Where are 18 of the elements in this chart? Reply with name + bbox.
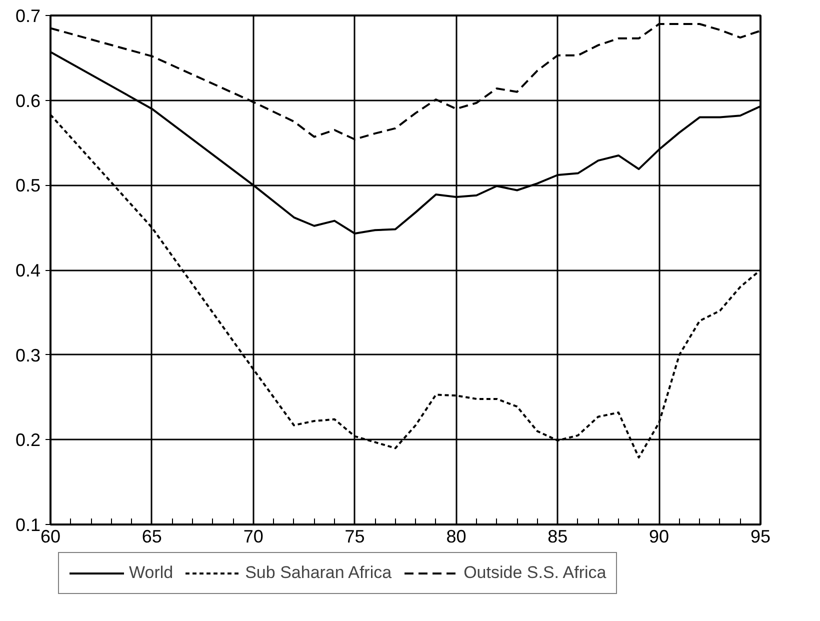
y-tick-label: 0.3	[15, 345, 41, 366]
x-tick-label: 60	[40, 526, 61, 546]
y-tick-label: 0.1	[15, 515, 41, 535]
x-tick-label: 65	[142, 526, 162, 546]
x-tick-label: 80	[446, 526, 466, 546]
x-tick-label: 70	[243, 526, 264, 546]
y-tick-label: 0.6	[15, 90, 41, 111]
legend-label: Outside S.S. Africa	[464, 562, 606, 582]
y-tick-label: 0.7	[15, 6, 41, 26]
x-tick-label: 90	[649, 526, 670, 546]
y-tick-label: 0.5	[15, 176, 41, 196]
y-tick-label: 0.4	[15, 260, 41, 280]
y-tick-label: 0.2	[15, 430, 41, 450]
x-tick-label: 95	[750, 526, 771, 546]
x-tick-label: 75	[344, 526, 365, 546]
legend-label: Sub Saharan Africa	[245, 562, 392, 582]
legend-label: World	[129, 562, 174, 582]
x-tick-label: 85	[548, 526, 568, 546]
